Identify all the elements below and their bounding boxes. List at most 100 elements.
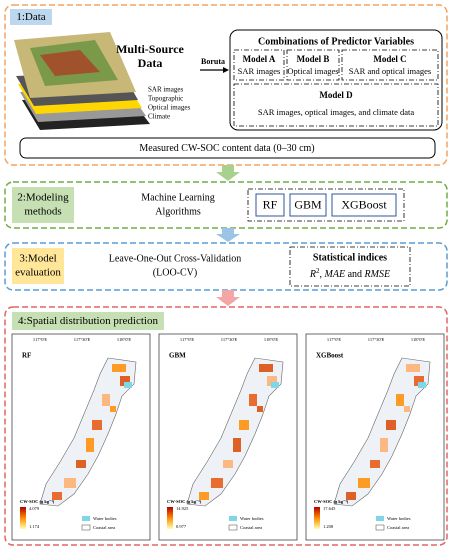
section-label: 3:Model	[19, 253, 56, 265]
water-swatch	[229, 516, 237, 521]
section-label: methods	[24, 206, 61, 218]
legend-title: CW-SOC (g kg⁻¹)	[167, 499, 202, 504]
label-box	[12, 312, 164, 330]
combinations-title: Combinations of Predictor Variables	[258, 36, 414, 47]
measured-box	[19, 137, 436, 159]
soc-patch	[370, 460, 380, 468]
coastline	[39, 357, 137, 507]
coastline	[186, 357, 284, 507]
separator: and	[345, 269, 364, 280]
separator: ,	[320, 269, 325, 280]
source-title: Multi-Source	[116, 42, 184, 56]
layer-label: Optical images	[148, 104, 190, 112]
legend-coastal: Coastal area	[93, 525, 115, 530]
layer-label: Topographic	[148, 95, 183, 103]
water-swatch	[82, 516, 90, 521]
model-name: Model A	[243, 54, 276, 64]
water-patch	[271, 382, 279, 388]
lon-tick: 117°0'E	[327, 337, 341, 342]
soc-patch	[64, 478, 76, 488]
soc-patch	[239, 420, 249, 430]
soc-patch	[404, 406, 410, 412]
description: Algorithms	[155, 206, 201, 217]
lon-tick: 118°0'E	[264, 337, 278, 342]
combinations-box	[229, 29, 443, 131]
legend-low: 0.977	[176, 524, 187, 529]
model-box	[233, 83, 439, 127]
soc-patch	[414, 376, 424, 386]
algorithm: GBM	[294, 197, 322, 211]
algorithm-box	[255, 193, 285, 217]
legend-low: 1.174	[29, 524, 40, 529]
soc-patch	[267, 376, 277, 386]
flow-arrow	[216, 228, 240, 242]
layer-label: SAR images	[148, 86, 183, 94]
section-label: 4:Spatial distribution prediction	[18, 315, 158, 327]
algorithm-box	[289, 193, 327, 217]
maps: 117°0'E 117°30'E 118°0'E RF CW-SOC (g kg⁻¹) 4…	[11, 333, 445, 541]
index: RMSE	[364, 269, 391, 280]
lon-tick: 117°30'E	[221, 337, 238, 342]
soc-patch	[102, 394, 110, 406]
legend-title: CW-SOC (g kg⁻¹)	[20, 499, 55, 504]
map: 117°0'E 117°30'E 118°0'E GBM CW-SOC (g kg⁻¹)…	[158, 333, 298, 541]
soc-patch	[346, 492, 356, 500]
model-desc: Optical images	[287, 66, 338, 76]
model-box	[341, 49, 439, 81]
description: Machine Learning	[141, 192, 215, 203]
model-desc: SAR images	[238, 66, 281, 76]
measured-text: Measured CW-SOC content data (0–30 cm)	[139, 143, 314, 154]
index: R	[309, 269, 316, 280]
map: 117°0'E 117°30'E 118°0'E XGBoost CW-SOC (g k…	[305, 333, 445, 541]
lon-tick: 117°0'E	[180, 337, 194, 342]
water-patch	[418, 382, 426, 388]
soc-patch	[223, 460, 233, 468]
model-desc: SAR images, optical images, and climate …	[258, 107, 414, 117]
legend-low: 1.208	[323, 524, 334, 529]
legend-water: Water bodies	[240, 516, 264, 521]
description: (LOO-CV)	[153, 267, 197, 278]
soc-patch	[52, 492, 62, 500]
section-prediction	[4, 306, 448, 546]
soc-patch	[199, 492, 209, 500]
label-box	[12, 187, 74, 223]
algorithm: RF	[263, 197, 278, 211]
algorithm: XGBoost	[341, 197, 387, 211]
map-title: RF	[22, 352, 31, 360]
legend-high: 17.645	[323, 506, 336, 511]
section-data	[4, 4, 448, 166]
legend-high: 4.079	[29, 506, 40, 511]
lon-tick: 117°30'E	[74, 337, 91, 342]
arrow-head	[223, 67, 229, 73]
label-box	[12, 248, 64, 284]
water-swatch	[376, 516, 384, 521]
indices-box	[289, 246, 411, 287]
model-name: Model C	[373, 54, 406, 64]
flow-arrow	[216, 165, 240, 181]
color-ramp	[314, 507, 320, 529]
soc-patch	[233, 438, 241, 452]
layers-illustration	[14, 32, 150, 130]
model-box	[233, 49, 285, 81]
map: 117°0'E 117°30'E 118°0'E RF CW-SOC (g kg⁻¹) 4…	[11, 333, 151, 541]
lon-tick: 118°0'E	[117, 337, 131, 342]
legend-coastal: Coastal area	[387, 525, 409, 530]
soc-patch	[386, 420, 396, 430]
lon-tick: 118°0'E	[411, 337, 425, 342]
algorithms-box	[247, 188, 405, 222]
layer-label: Climate	[148, 113, 170, 121]
soc-patch	[92, 420, 102, 430]
legend-high: 14.925	[176, 506, 189, 511]
water-patch	[124, 382, 132, 388]
flow-arrow	[216, 290, 240, 306]
section-evaluation	[4, 242, 448, 291]
color-ramp	[20, 507, 26, 529]
section-label: evaluation	[15, 267, 61, 279]
coastal-swatch	[375, 524, 385, 531]
soc-patch	[396, 394, 404, 406]
soc-patch	[86, 438, 94, 452]
index: MAE	[324, 269, 346, 280]
model-name: Model B	[297, 54, 330, 64]
soc-patch	[406, 364, 420, 372]
